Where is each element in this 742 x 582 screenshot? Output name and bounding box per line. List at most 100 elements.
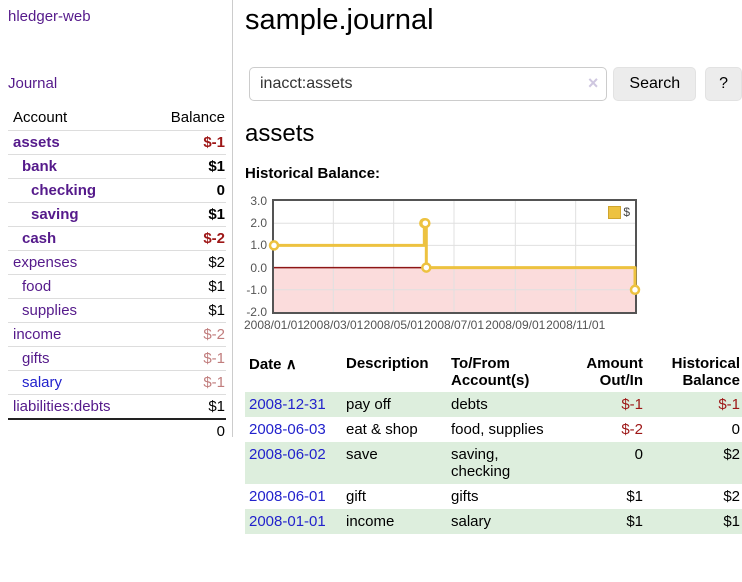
- account-row: saving $1: [8, 202, 226, 227]
- transaction-amount: $-1: [621, 396, 643, 413]
- main-panel: sample.journal × Search ? assets Histori…: [243, 0, 742, 534]
- x-axis-tick-label: 2008/07/01: [423, 318, 485, 332]
- y-axis-tick-label: -1.0: [246, 282, 267, 297]
- account-row: supplies $1: [8, 298, 226, 323]
- search-form: × Search ?: [245, 67, 742, 101]
- sidebar-account-link[interactable]: salary: [22, 374, 63, 391]
- y-axis-tick-label: 1.0: [250, 238, 267, 253]
- accounts-table: Account Balance assets $-1 bank $1 checking 0…: [8, 106, 226, 443]
- sidebar-account-link[interactable]: supplies: [22, 302, 78, 319]
- x-axis-tick-label: 2008/03/01: [303, 318, 364, 332]
- x-axis-tick-label: 2008/01/01: [243, 318, 305, 332]
- account-title: assets: [245, 120, 315, 147]
- balance-column-header-txn: Historical Balance: [671, 355, 740, 389]
- account-balance: $1: [145, 274, 226, 299]
- app-title-link[interactable]: hledger-web: [8, 8, 91, 25]
- sidebar-account-link[interactable]: cash: [22, 230, 57, 247]
- transaction-accounts: debts: [451, 396, 488, 413]
- accounts-total-value: 0: [145, 418, 226, 443]
- transaction-amount: $1: [626, 513, 643, 530]
- accounts-column-header: To/From Account(s): [451, 355, 530, 389]
- legend-label: $: [623, 205, 630, 219]
- date-column-header[interactable]: Date ∧: [249, 356, 297, 373]
- transaction-amount: 0: [634, 446, 643, 463]
- transaction-row[interactable]: 2008-12-31 pay off debts $-1 $-1: [245, 392, 742, 417]
- account-balance: 0: [145, 178, 226, 203]
- transactions-table: Date ∧ Description To/From Account(s) Am…: [245, 352, 742, 534]
- account-row: gifts $-1: [8, 346, 226, 371]
- legend-swatch-icon: [608, 205, 622, 219]
- account-row: checking 0: [8, 178, 226, 203]
- transaction-accounts: gifts: [451, 488, 479, 505]
- search-input[interactable]: [249, 67, 608, 101]
- account-row: expenses $2: [8, 250, 226, 275]
- balance-column-header: Balance: [170, 109, 225, 126]
- transaction-row[interactable]: 2008-06-02 save saving, checking 0 $2: [245, 442, 742, 484]
- account-balance: $1: [145, 298, 226, 323]
- help-button[interactable]: ?: [705, 67, 742, 101]
- chart-legend: $: [606, 204, 632, 220]
- account-balance: $1: [145, 202, 226, 227]
- account-row: liabilities:debts $1: [8, 394, 226, 419]
- page-title: sample.journal: [245, 4, 434, 36]
- account-balance: $1: [145, 154, 226, 179]
- y-axis-tick-label: -2.0: [246, 305, 267, 319]
- transaction-balance: 0: [731, 421, 740, 438]
- transaction-date-link[interactable]: 2008-06-01: [249, 488, 326, 505]
- transaction-row[interactable]: 2008-01-01 income salary $1 $1: [245, 509, 742, 534]
- y-axis-tick-label: 2.0: [250, 216, 267, 231]
- transaction-description: income: [346, 513, 395, 530]
- account-row: assets $-1: [8, 130, 226, 155]
- account-balance: $-2: [145, 226, 226, 251]
- sidebar-account-link[interactable]: saving: [31, 206, 79, 223]
- sidebar-account-link[interactable]: income: [13, 326, 62, 343]
- transaction-balance: $2: [723, 446, 740, 463]
- accounts-total-row: 0: [8, 418, 226, 443]
- transaction-row[interactable]: 2008-06-01 gift gifts $1 $2: [245, 484, 742, 509]
- transaction-description: eat & shop: [346, 421, 418, 438]
- account-balance: $2: [145, 250, 226, 275]
- transaction-accounts: saving, checking: [451, 446, 511, 480]
- sidebar-account-link[interactable]: bank: [22, 158, 58, 175]
- accounts-header-row: Account Balance: [8, 106, 226, 131]
- transaction-balance: $-1: [718, 396, 740, 413]
- chart-label: Historical Balance:: [245, 165, 381, 182]
- sidebar-item-journal[interactable]: Journal: [8, 75, 58, 92]
- x-axis-tick-label: 2008/05/01: [363, 318, 424, 332]
- sidebar-account-link[interactable]: checking: [31, 182, 97, 199]
- chart-plot-area: $: [268, 199, 641, 314]
- clear-search-icon[interactable]: ×: [587, 73, 599, 93]
- account-balance: $-2: [145, 322, 226, 347]
- account-balance: $-1: [145, 130, 226, 155]
- sidebar: hledger-web Journal Account Balance asse…: [0, 0, 233, 443]
- account-balance: $-1: [145, 346, 226, 371]
- transaction-date-link[interactable]: 2008-01-01: [249, 513, 326, 530]
- sidebar-account-link[interactable]: food: [22, 278, 52, 295]
- account-row: cash $-2: [8, 226, 226, 251]
- transaction-date-link[interactable]: 2008-06-02: [249, 446, 326, 463]
- search-button[interactable]: Search: [613, 67, 697, 101]
- transaction-balance: $2: [723, 488, 740, 505]
- account-balance: $1: [145, 394, 226, 419]
- sidebar-account-link[interactable]: liabilities:debts: [13, 398, 111, 415]
- account-row: salary $-1: [8, 370, 226, 395]
- transaction-row[interactable]: 2008-06-03 eat & shop food, supplies $-2 0: [245, 417, 742, 442]
- y-axis-tick-label: 0.0: [250, 260, 267, 275]
- transaction-amount: $-2: [621, 421, 643, 438]
- amount-column-header: Amount Out/In: [586, 355, 643, 389]
- transaction-description: gift: [346, 488, 367, 505]
- sidebar-account-link[interactable]: assets: [13, 134, 60, 151]
- y-axis-tick-label: 3.0: [250, 194, 267, 208]
- chart-series-svg: [268, 201, 641, 312]
- x-axis-tick-label: 2008/11/01: [546, 318, 606, 332]
- sidebar-account-link[interactable]: expenses: [13, 254, 78, 271]
- transaction-balance: $1: [723, 513, 740, 530]
- sort-ascending-icon: ∧: [285, 356, 297, 373]
- account-column-header: Account: [13, 109, 68, 126]
- sidebar-account-link[interactable]: gifts: [22, 350, 50, 367]
- x-axis-tick-label: 2008/09/01: [485, 318, 546, 332]
- transaction-date-link[interactable]: 2008-12-31: [249, 396, 326, 413]
- transaction-date-link[interactable]: 2008-06-03: [249, 421, 326, 438]
- description-column-header: Description: [346, 355, 429, 372]
- transactions-header-row: Date ∧ Description To/From Account(s) Am…: [245, 352, 742, 392]
